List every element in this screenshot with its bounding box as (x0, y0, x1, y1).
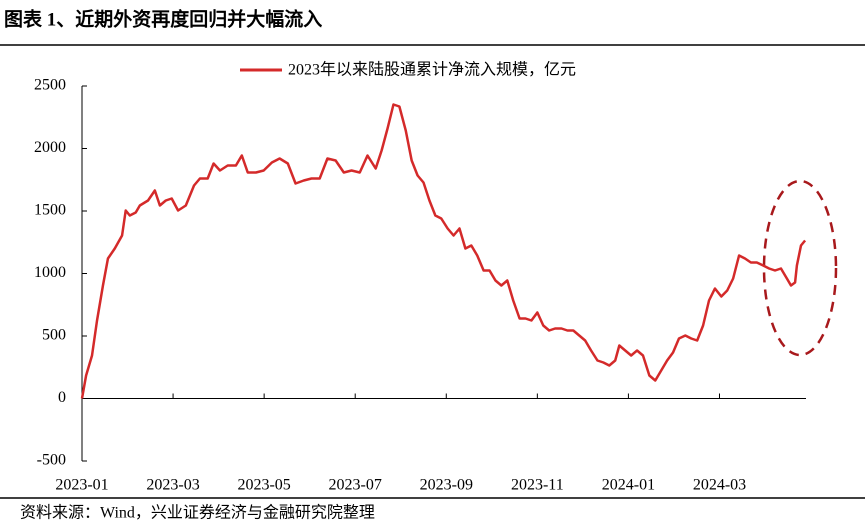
y-tick-label: 2000 (34, 139, 66, 156)
legend-label: 2023年以来陆股通累计净流入规模，亿元 (288, 61, 576, 79)
source: 资料来源：Wind，兴业证券经济与金融研究院整理 (20, 504, 375, 522)
y-tick-label: 0 (58, 389, 66, 406)
x-tick-label: 2023-05 (237, 477, 290, 494)
highlight-ellipse (762, 179, 838, 357)
y-tick-label: 2500 (34, 77, 66, 94)
y-tick-label: 1000 (34, 264, 66, 281)
x-tick-label: 2023-09 (420, 477, 473, 494)
x-tick-label: 2024-03 (693, 477, 746, 494)
data-line (80, 103, 807, 399)
x-tick-label: 2023-01 (55, 477, 108, 494)
chart-title: 图表 1、近期外资再度回归并大幅流入 (4, 7, 322, 30)
x-tick-label: 2023-11 (511, 477, 564, 494)
y-tick-label: 1500 (34, 202, 66, 219)
x-tick-label: 2023-07 (329, 477, 382, 494)
x-tick-label: 2023-03 (146, 477, 199, 494)
y-tick-label: 500 (42, 327, 66, 344)
x-tick-label: 2024-01 (602, 477, 655, 494)
y-tick-label: -500 (37, 452, 66, 469)
